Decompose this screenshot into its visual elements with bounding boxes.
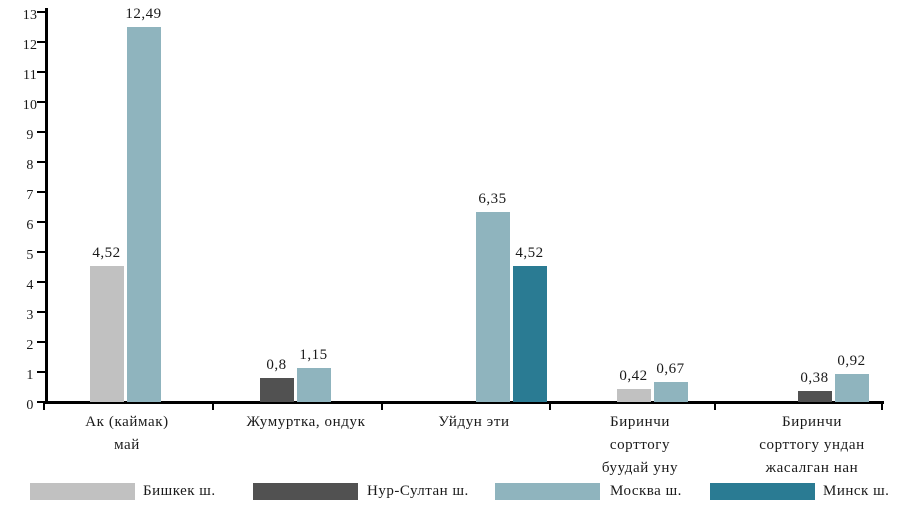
y-axis-line bbox=[45, 8, 48, 404]
y-tick bbox=[37, 401, 45, 403]
y-tick-label: 9 bbox=[26, 128, 34, 143]
legend-label: Минск ш. bbox=[823, 483, 890, 499]
y-tick-label: 3 bbox=[26, 308, 34, 323]
y-tick-label: 13 bbox=[22, 8, 38, 23]
bar bbox=[475, 211, 510, 402]
y-tick bbox=[37, 101, 45, 103]
x-tick bbox=[549, 403, 551, 410]
category-label-line: Уйдун эти bbox=[438, 414, 510, 430]
y-tick-label: 7 bbox=[26, 188, 34, 203]
category-label-line: Биринчи bbox=[782, 414, 842, 430]
y-tick bbox=[37, 341, 45, 343]
bar-value-label: 1,15 bbox=[299, 346, 328, 363]
y-tick bbox=[37, 221, 45, 223]
category-label-line: Ак (каймак) bbox=[85, 414, 169, 430]
y-tick bbox=[37, 131, 45, 133]
bar bbox=[296, 367, 331, 402]
y-tick bbox=[37, 161, 45, 163]
category-label-line: буудай уну bbox=[601, 460, 679, 476]
x-tick bbox=[714, 403, 716, 410]
y-tick bbox=[37, 41, 45, 43]
bar bbox=[834, 374, 869, 402]
bar-value-label: 0,92 bbox=[837, 353, 866, 370]
category-label: Биринчи сорттогу ундан жасалган нан bbox=[707, 411, 905, 480]
category-label: Уйдун эти bbox=[369, 411, 579, 434]
y-tick-label: 4 bbox=[26, 278, 34, 293]
y-tick-label: 10 bbox=[22, 98, 38, 113]
bar bbox=[797, 390, 832, 402]
y-tick bbox=[37, 281, 45, 283]
category-label-line: Биринчи bbox=[610, 414, 670, 430]
y-tick bbox=[37, 311, 45, 313]
bar bbox=[653, 381, 688, 402]
bar bbox=[616, 389, 651, 402]
legend-label: Бишкек ш. bbox=[143, 483, 216, 499]
y-tick-label: 5 bbox=[26, 248, 34, 263]
bar-value-label: 4,52 bbox=[515, 245, 544, 262]
y-tick-label: 6 bbox=[26, 218, 34, 233]
legend-swatch bbox=[253, 483, 358, 500]
bar bbox=[126, 27, 161, 402]
x-tick bbox=[381, 403, 383, 410]
category-label: Жумуртка, ондук bbox=[201, 411, 411, 434]
category-label-line: сорттогу bbox=[609, 437, 671, 453]
y-tick-label: 2 bbox=[26, 338, 34, 353]
x-tick bbox=[43, 403, 45, 410]
y-tick bbox=[37, 371, 45, 373]
category-label-line: сорттогу ундан bbox=[759, 437, 865, 453]
legend-label: Москва ш. bbox=[610, 483, 682, 499]
bar-value-label: 0,42 bbox=[619, 368, 648, 385]
bar bbox=[512, 266, 547, 402]
bar bbox=[259, 378, 294, 402]
category-label: Биринчи сорттогу буудай уну bbox=[535, 411, 745, 480]
y-tick-label: 8 bbox=[26, 158, 34, 173]
bar bbox=[89, 266, 124, 402]
x-tick bbox=[212, 403, 214, 410]
category-label: Ак (каймак) май bbox=[22, 411, 232, 457]
legend-swatch bbox=[495, 483, 600, 500]
category-label-line: май bbox=[114, 437, 140, 453]
x-tick bbox=[881, 403, 883, 410]
legend-swatch bbox=[710, 483, 815, 500]
bar-value-label: 6,35 bbox=[478, 190, 507, 207]
category-label-line: Жумуртка, ондук bbox=[246, 414, 366, 430]
legend-swatch bbox=[30, 483, 135, 500]
y-tick-label: 11 bbox=[22, 68, 38, 83]
y-tick-label: 1 bbox=[26, 368, 34, 383]
category-label-line: жасалган нан bbox=[765, 460, 859, 476]
bar-value-label: 0,38 bbox=[800, 369, 829, 386]
x-axis-line bbox=[44, 401, 884, 404]
y-tick bbox=[37, 251, 45, 253]
legend-label: Нур-Султан ш. bbox=[367, 483, 469, 499]
y-tick bbox=[37, 71, 45, 73]
y-tick-label: 12 bbox=[22, 38, 38, 53]
bar-value-label: 0,8 bbox=[266, 357, 287, 373]
bar-value-label: 0,67 bbox=[656, 360, 685, 377]
bar-value-label: 4,52 bbox=[92, 245, 121, 262]
y-tick bbox=[37, 191, 45, 193]
bar-value-label: 12,49 bbox=[125, 6, 162, 23]
y-tick-label: 0 bbox=[26, 398, 34, 413]
y-tick bbox=[37, 11, 45, 13]
